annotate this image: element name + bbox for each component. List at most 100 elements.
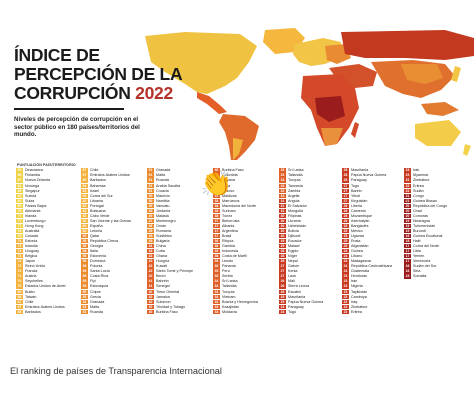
score-badge: 42 — [147, 254, 154, 259]
score-badge: 72 — [16, 264, 23, 269]
score-badge: 84 — [16, 183, 23, 188]
country-name: Laos — [288, 274, 296, 279]
score-badge: 38 — [213, 208, 220, 214]
country-name: Egipto — [288, 249, 299, 254]
ranking-row: 23 Irak — [404, 168, 454, 173]
map-russia — [341, 30, 474, 60]
score-badge: 38 — [213, 213, 220, 219]
ranking-row: 41 Bahréin — [147, 279, 197, 284]
country-name: Turquía — [222, 289, 235, 294]
score-badge: 55 — [81, 289, 88, 294]
score-badge: 20 — [404, 208, 411, 214]
score-badge: 26 — [279, 289, 286, 294]
ranking-row: 26 Azerbaiyán — [342, 218, 392, 224]
country-name: Etiopía — [222, 239, 234, 244]
country-name: Irak — [413, 168, 420, 173]
ranking-row: 56 Santa Lucía — [81, 269, 131, 274]
country-name: Nigeria — [351, 284, 363, 289]
ranking-row: 50 Namibia — [147, 198, 197, 203]
ranking-row: 25 Afganistán — [342, 244, 392, 249]
title-line-3: CORRUPCIÓN 2022 — [14, 83, 173, 103]
score-badge: 42 — [147, 274, 154, 279]
ranking-row: 45 Rumanía — [147, 228, 197, 234]
score-badge: 25 — [342, 228, 349, 234]
score-badge: 19 — [404, 233, 411, 239]
ranking-row: 88 Finlandia — [16, 173, 66, 178]
country-name: Luxemburgo — [25, 218, 46, 223]
country-name: Bahamas — [90, 183, 106, 188]
ranking-row: 26 Malí — [279, 279, 329, 284]
title-line-3-text: CORRUPCIÓN — [14, 83, 131, 103]
score-badge: 36 — [213, 249, 220, 254]
score-badge: 26 — [279, 279, 286, 284]
score-badge: 73 — [16, 259, 23, 264]
country-name: Ruanda — [156, 178, 169, 183]
ranking-row: 67 Chile — [16, 299, 66, 304]
country-name: Bosnia y Herzegovina — [222, 299, 258, 304]
score-badge: 74 — [16, 239, 23, 244]
score-badge: 40 — [147, 299, 154, 304]
country-name: Vanuatu — [156, 203, 170, 208]
country-name: Reino Unido — [25, 264, 46, 269]
score-badge: 58 — [81, 244, 88, 249]
score-badge: 33 — [213, 299, 220, 304]
score-badge: 20 — [404, 213, 411, 219]
score-badge: 47 — [147, 218, 154, 224]
ranking-row: 76 Canadá — [16, 233, 66, 239]
ranking-row: 49 Jordania — [147, 208, 197, 214]
ranking-row: 36 Indonesia — [213, 249, 263, 254]
ranking-row: 65 Barbados — [16, 309, 66, 314]
ranking-row: 27 Laos — [279, 274, 329, 279]
ranking-row: 87 Nueva Zelanda — [16, 178, 66, 183]
country-name: Guinea — [351, 249, 363, 254]
score-badge: 25 — [279, 299, 286, 304]
country-name: Tailandia — [288, 173, 303, 178]
score-badge: 25 — [342, 239, 349, 244]
country-name: Sri Lanka — [222, 279, 238, 284]
country-name: Madagascar — [351, 259, 372, 264]
ranking-row: 40 Jamaica — [147, 294, 197, 299]
country-name: Omán — [156, 223, 167, 228]
title-line-1: ÍNDICE DE — [14, 45, 100, 65]
ranking-row: 24 Líbano — [342, 254, 392, 259]
ranking-row: 32 Argelia — [279, 193, 329, 198]
score-badge: 39 — [213, 173, 220, 178]
country-name: Letonia — [90, 228, 103, 233]
country-name: Guatemala — [351, 269, 370, 274]
score-badge: 24 — [342, 259, 349, 264]
column-header: PUNTUACIÓN PAÍS/TERRITORIO — [17, 163, 76, 167]
country-name: Ghana — [156, 254, 168, 259]
ranking-row: 40 Burkina Faso — [213, 168, 263, 173]
score-badge: 36 — [213, 264, 220, 269]
ranking-row: 24 Guatemala — [342, 269, 392, 274]
ranking-row: 20 Chad — [404, 208, 454, 214]
score-badge: 46 — [147, 223, 154, 229]
country-name: Jamaica — [156, 294, 170, 299]
ranking-row: 28 Papúa Nueva Guinea — [342, 173, 392, 178]
ranking-row: 27 Kirguistán — [342, 198, 392, 203]
country-name: Malta — [156, 173, 166, 178]
ranking-row: 40 Solomon — [147, 299, 197, 304]
ranking-row: 37 Bielorrusia — [213, 218, 263, 224]
ranking-row: 26 Sierra Leona — [279, 284, 329, 289]
country-name: Nueva Zelanda — [25, 178, 51, 183]
score-badge: 27 — [342, 188, 349, 193]
map-se-asia — [421, 102, 459, 116]
country-name: Dominica — [90, 259, 106, 264]
ranking-row: 31 El Salvador — [279, 203, 329, 208]
ranking-row: 80 Países Bajos — [16, 203, 66, 208]
country-name: Qatar — [90, 233, 100, 238]
ranking-row: 17 Libia — [404, 249, 454, 254]
score-badge: 16 — [404, 269, 411, 274]
ranking-row: 22 Eritrea — [342, 309, 392, 314]
country-name: Líbano — [351, 254, 363, 259]
ranking-row: 69 Bután — [16, 289, 66, 294]
score-badge: 60 — [81, 228, 88, 234]
score-badge: 35 — [213, 269, 220, 274]
country-name: República Centroafricana — [351, 264, 392, 269]
ranking-row: 24 Togo — [279, 309, 329, 314]
country-name: Sri Lanka — [288, 168, 304, 173]
score-badge: 27 — [342, 193, 349, 198]
score-badge: 23 — [342, 284, 349, 289]
